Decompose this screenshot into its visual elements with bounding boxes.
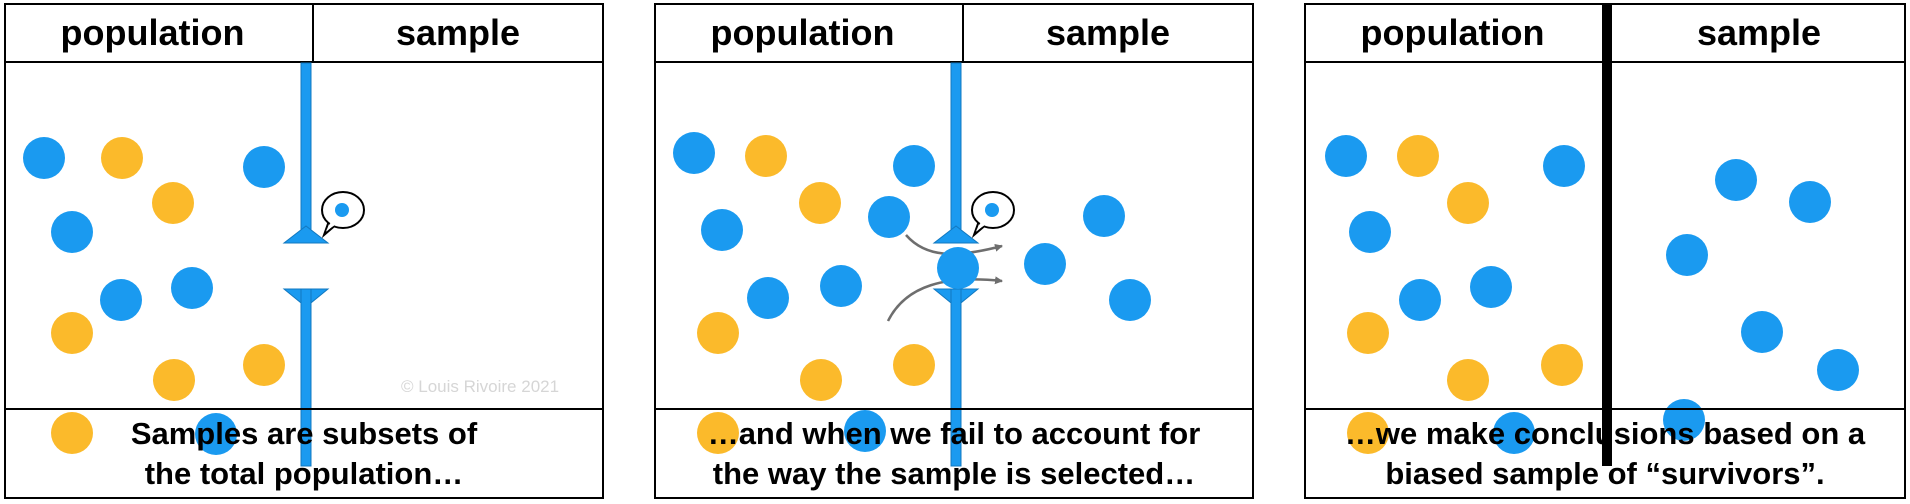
caption-line-2: the total population… xyxy=(144,455,464,491)
diagram-field xyxy=(656,62,1252,467)
population-dot xyxy=(51,211,93,253)
caption: …and when we fail to account for the way… xyxy=(656,410,1252,497)
diagram-field xyxy=(6,62,602,467)
thought-bubble xyxy=(971,191,1015,239)
caption-divider xyxy=(6,408,602,410)
population-dot xyxy=(1347,412,1389,454)
population-dot xyxy=(1399,279,1441,321)
sample-header: sample xyxy=(395,12,521,53)
population-dot xyxy=(701,209,743,251)
caption: Samples are subsets of the total populat… xyxy=(6,410,602,497)
panel-3: population sample …we make conclusions b… xyxy=(1304,3,1906,499)
sample-dot xyxy=(1741,311,1783,353)
caption-divider xyxy=(656,408,1252,410)
sample-dot xyxy=(1024,243,1066,285)
bubble-dot xyxy=(985,203,999,217)
panel-2: population sample …and when we fail to a… xyxy=(654,3,1254,499)
sample-dot xyxy=(1817,349,1859,391)
population-dot xyxy=(51,312,93,354)
caption-line-2: the way the sample is selected… xyxy=(712,455,1196,491)
population-dot xyxy=(23,137,65,179)
caption: …we make conclusions based on a biased s… xyxy=(1306,410,1904,497)
bubble-tail-mask xyxy=(976,220,988,231)
sample-dot xyxy=(1715,159,1757,201)
gate-divider xyxy=(932,62,980,467)
population-header: population xyxy=(1360,12,1545,53)
caption-divider xyxy=(1306,408,1904,410)
population-dot xyxy=(820,265,862,307)
population-dot xyxy=(101,137,143,179)
population-dot xyxy=(868,196,910,238)
population-dot xyxy=(195,413,237,455)
header-split xyxy=(962,5,964,61)
arrow-lower xyxy=(886,276,1003,322)
gate-lower-bar xyxy=(950,288,962,467)
diagram-canvas xyxy=(1325,63,1859,466)
bubble-tail-mask xyxy=(326,220,338,231)
caption-line-1: …and when we fail to account for xyxy=(707,415,1201,451)
population-dot xyxy=(1470,266,1512,308)
bubble-dot xyxy=(335,203,349,217)
population-dot xyxy=(51,412,93,454)
header-divider xyxy=(656,61,1252,63)
gate-upper-flap xyxy=(282,225,330,244)
population-dot xyxy=(673,132,715,174)
population-dot xyxy=(1349,211,1391,253)
panel-1: population sample © Louis Rivoire 2021 S… xyxy=(4,3,604,499)
population-dot xyxy=(243,146,285,188)
population-dot xyxy=(153,359,195,401)
sample-dot xyxy=(1666,234,1708,276)
population-dot xyxy=(100,279,142,321)
population-dot xyxy=(747,277,789,319)
population-dot xyxy=(844,410,886,452)
closed-wall xyxy=(1602,63,1612,466)
population-dot xyxy=(697,412,739,454)
population-dot xyxy=(1493,412,1535,454)
gate-lower-bar xyxy=(300,288,312,467)
sample-dot xyxy=(1109,279,1151,321)
population-dot xyxy=(745,135,787,177)
caption-line-2: biased sample of “survivors”. xyxy=(1385,455,1825,491)
caption-line-1: Samples are subsets of xyxy=(130,415,478,451)
header-divider xyxy=(6,61,602,63)
sample-dot xyxy=(1083,195,1125,237)
diagram-canvas xyxy=(673,62,1151,467)
gate-upper-flap xyxy=(932,225,980,244)
passing-dot xyxy=(937,247,979,289)
population-dot xyxy=(1447,359,1489,401)
population-header: population xyxy=(710,12,895,53)
population-dot xyxy=(171,267,213,309)
gate-upper-bar xyxy=(300,62,312,244)
diagram-canvas xyxy=(23,62,365,467)
sample-header: sample xyxy=(1045,12,1171,53)
population-dot xyxy=(1347,312,1389,354)
gate-upper-bar xyxy=(950,62,962,244)
population-dot xyxy=(1541,344,1583,386)
caption-line-1: …we make conclusions based on a xyxy=(1344,415,1866,451)
population-dot xyxy=(697,312,739,354)
diagram-field xyxy=(1306,63,1904,466)
population-dot xyxy=(152,182,194,224)
population-dot xyxy=(799,182,841,224)
population-dot xyxy=(800,359,842,401)
sample-header: sample xyxy=(1696,12,1822,53)
header-split xyxy=(1602,5,1612,61)
population-header: population xyxy=(60,12,245,53)
population-dot xyxy=(243,344,285,386)
population-dot xyxy=(1325,135,1367,177)
population-dot xyxy=(893,344,935,386)
header-divider xyxy=(1306,61,1904,63)
gate-divider xyxy=(282,62,330,467)
population-dot xyxy=(893,145,935,187)
sample-dot xyxy=(1789,181,1831,223)
population-dot xyxy=(1397,135,1439,177)
thought-bubble xyxy=(321,191,365,239)
header-split xyxy=(312,5,314,61)
copyright-watermark: © Louis Rivoire 2021 xyxy=(401,377,560,396)
population-dot xyxy=(1447,182,1489,224)
population-dot xyxy=(1543,145,1585,187)
